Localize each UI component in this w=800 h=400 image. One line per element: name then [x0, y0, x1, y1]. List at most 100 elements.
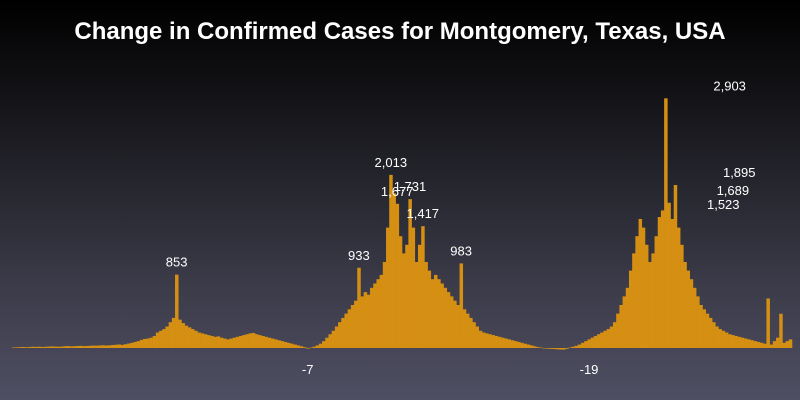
bar [760, 342, 764, 348]
bar [382, 262, 387, 348]
bar [274, 339, 278, 348]
bar [590, 337, 595, 348]
bar [747, 339, 751, 348]
bar [542, 348, 547, 349]
bar [341, 317, 345, 348]
bar [769, 344, 774, 348]
data-label: 933 [348, 248, 370, 263]
bar [571, 346, 575, 348]
bar [139, 339, 144, 348]
bar [219, 337, 224, 348]
bar [421, 226, 425, 348]
bar [24, 347, 29, 348]
bar [414, 262, 419, 348]
bar [734, 335, 738, 348]
bar [251, 332, 256, 348]
bar [21, 346, 26, 348]
bar [510, 340, 515, 348]
bar [785, 341, 790, 348]
bar [574, 345, 579, 348]
bar [497, 336, 502, 348]
bar [178, 319, 182, 348]
bar [443, 287, 448, 348]
bar [283, 341, 288, 348]
bar [37, 346, 42, 348]
data-label: 1,895 [723, 165, 756, 180]
bar [491, 335, 496, 348]
bar [776, 337, 780, 348]
bar [478, 330, 483, 348]
bar [293, 344, 297, 348]
bar [47, 346, 51, 348]
bar [165, 326, 169, 348]
bar [376, 279, 380, 348]
bar [584, 341, 588, 348]
bar [98, 345, 102, 348]
bar [606, 329, 611, 348]
bar [635, 236, 639, 348]
bar [715, 326, 719, 348]
bar [203, 334, 208, 348]
bar [597, 334, 601, 348]
bar [200, 333, 205, 348]
bar [692, 287, 697, 348]
bar [277, 340, 281, 348]
bar [603, 330, 607, 348]
bar [309, 347, 313, 349]
bar [248, 333, 253, 348]
bar [766, 298, 770, 348]
bar [526, 344, 531, 348]
bar [34, 346, 38, 348]
bar [168, 322, 173, 348]
bar [756, 341, 761, 348]
bar [408, 199, 412, 348]
bar [69, 346, 74, 348]
bar [609, 326, 614, 348]
chart-title: Change in Confirmed Cases for Montgomery… [74, 18, 726, 45]
bar [280, 341, 285, 348]
bar [325, 337, 329, 348]
bar [123, 344, 128, 348]
bar [111, 344, 115, 348]
bar [504, 338, 508, 348]
bar [565, 348, 569, 349]
bar [475, 326, 480, 348]
bar [15, 347, 19, 348]
bar [664, 98, 668, 348]
bar [187, 327, 192, 348]
bar [779, 313, 783, 348]
bar [95, 345, 99, 348]
bar [312, 346, 316, 348]
bar [721, 330, 726, 348]
bar [699, 305, 703, 348]
bar [66, 346, 70, 348]
bar [354, 300, 358, 348]
bar [12, 347, 16, 348]
bar [191, 329, 195, 348]
bar [702, 309, 706, 348]
bar [529, 345, 534, 348]
bar [386, 227, 390, 348]
bar [130, 342, 134, 348]
bar [536, 347, 540, 348]
bar [549, 348, 553, 349]
bar [648, 262, 652, 348]
data-label: 2,903 [713, 78, 746, 93]
bar [622, 296, 627, 348]
bar [59, 346, 64, 348]
bar [437, 279, 441, 348]
bar [600, 332, 604, 348]
bar [360, 296, 364, 348]
bar [232, 337, 237, 348]
bar [104, 345, 109, 348]
bar [392, 193, 396, 348]
bar [619, 305, 623, 348]
bar [625, 287, 630, 348]
bar [552, 348, 556, 350]
bar [644, 244, 649, 348]
data-label: 983 [450, 243, 472, 258]
bar [651, 253, 655, 348]
data-label: 853 [166, 255, 188, 270]
